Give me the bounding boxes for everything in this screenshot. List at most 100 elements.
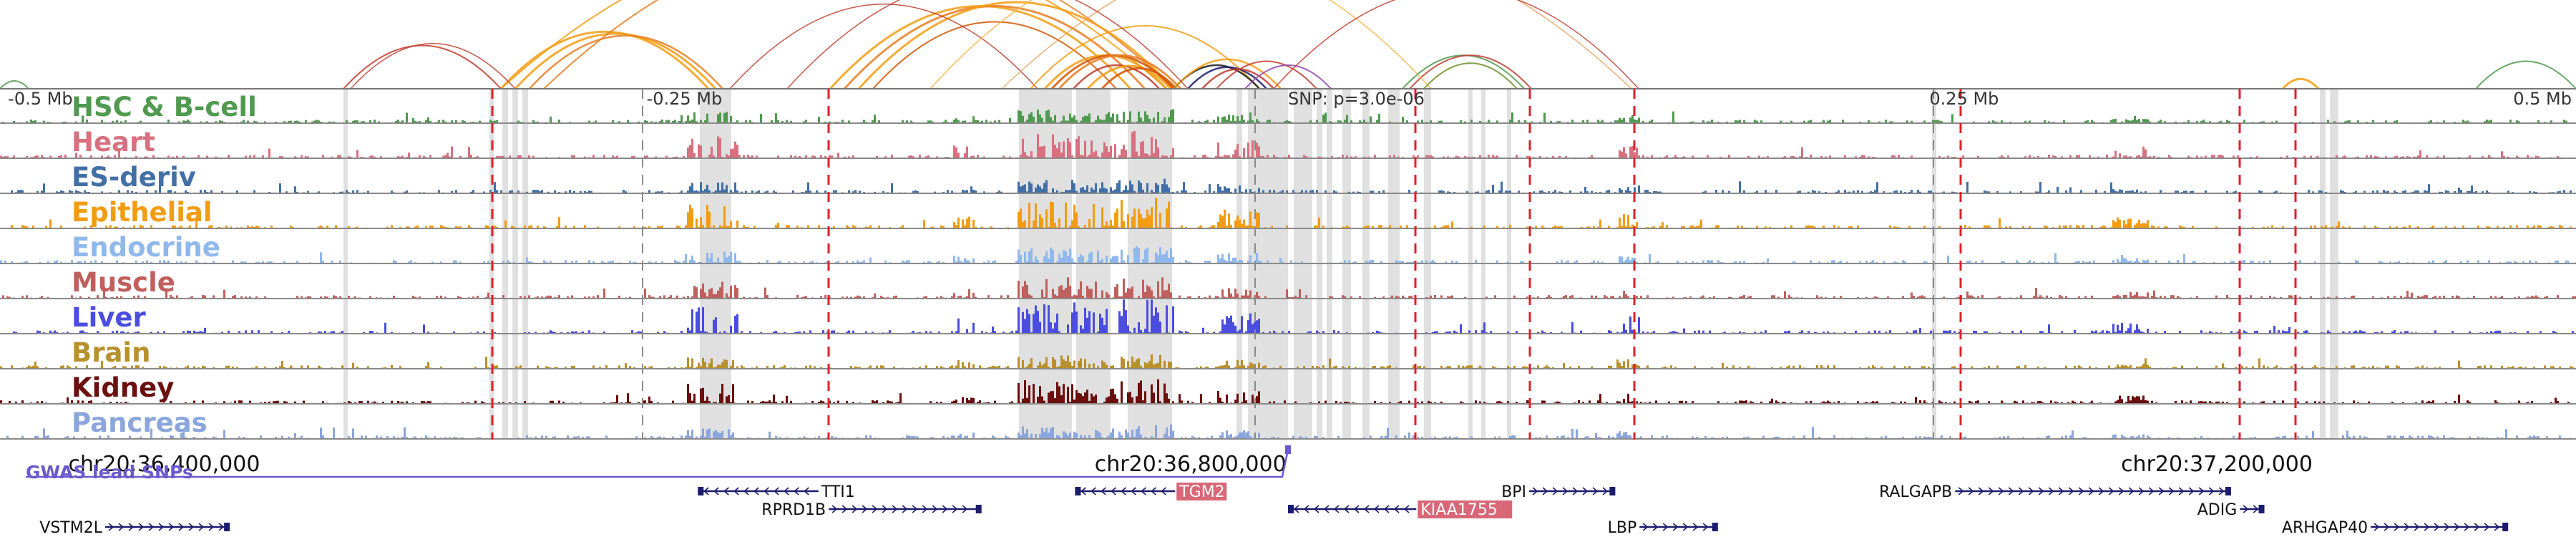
- strand-arrow: [148, 523, 155, 531]
- strand-arrow: [2253, 505, 2259, 513]
- track-label: HSC & B-cell: [72, 92, 257, 122]
- gene: ADIG: [2197, 501, 2265, 519]
- strand-arrow: [1552, 487, 1558, 495]
- strand-arrow: [753, 487, 759, 495]
- signal-track: [0, 354, 2576, 369]
- loop-arc: [1187, 66, 1267, 90]
- strand-arrow: [2008, 487, 2014, 495]
- gene-exon: [224, 523, 230, 531]
- gene-exon: [698, 487, 704, 495]
- signal-track: [0, 424, 2576, 440]
- gwas-track-label: GWAS lead SNPs: [26, 462, 193, 483]
- gene: BPI: [1501, 483, 1616, 501]
- loop-arc: [350, 43, 516, 90]
- track-label: ES-deriv: [72, 162, 196, 193]
- gene-label: TGM2: [1179, 483, 1224, 501]
- strand-arrow: [1692, 523, 1699, 531]
- loop-arc: [1073, 64, 1160, 90]
- strand-arrow: [1353, 505, 1360, 513]
- loop-arc: [343, 44, 502, 90]
- strand-arrow: [1141, 487, 1146, 495]
- gene-label: ADIG: [2197, 501, 2238, 519]
- strand-arrow: [902, 505, 908, 513]
- gene-label: TTI1: [821, 483, 855, 501]
- gene-exon: [1609, 487, 1616, 495]
- strand-arrow: [2373, 523, 2380, 531]
- strand-arrow: [158, 523, 165, 531]
- loop-arc: [1273, 0, 1639, 90]
- strand-arrow: [2384, 523, 2390, 531]
- loop-arc: [499, 30, 710, 90]
- strand-arrow: [922, 505, 928, 513]
- strand-arrow: [1542, 487, 1548, 495]
- loop-arc: [1058, 54, 1182, 90]
- loop-arc: [1173, 58, 1282, 90]
- strand-arrow: [794, 487, 799, 495]
- strand-arrow: [1532, 487, 1538, 495]
- strand-arrow: [703, 487, 709, 495]
- loop-arc: [857, 1, 1175, 90]
- coordinate-tick-label: chr20:36,800,000: [1095, 452, 1287, 477]
- strand-arrow: [2138, 487, 2145, 495]
- position-label: 0.25 Mb: [1929, 89, 1999, 109]
- gene-label: ARHGAP40: [2282, 519, 2368, 537]
- strand-arrow: [1323, 505, 1330, 513]
- gene-label: KIAA1755: [1420, 501, 1498, 519]
- strand-arrow: [1968, 487, 1974, 495]
- track-label: Muscle: [72, 267, 175, 298]
- loop-arc: [1086, 64, 1172, 90]
- strand-arrow: [2038, 487, 2044, 495]
- loop-arc: [1402, 54, 1525, 90]
- strand-arrow: [1958, 487, 1964, 495]
- loop-arc: [729, 4, 1038, 90]
- gwas-connector: [26, 449, 1289, 478]
- gene: TGM2: [1075, 483, 1227, 501]
- position-label: 0.5 Mb: [2513, 89, 2572, 109]
- gene-annotations: TTI1 TGM2 BPI RALGAPB RPRD1B KIAA1755 ADIG VSTM…: [39, 483, 2509, 537]
- strand-arrow: [2424, 523, 2430, 531]
- strand-arrow: [1111, 487, 1116, 495]
- signal-peaks: [0, 277, 2576, 298]
- strand-arrow: [1091, 487, 1096, 495]
- strand-arrow: [2088, 487, 2094, 495]
- loop-arc: [1423, 62, 1518, 90]
- loop-arc: [786, 0, 1189, 90]
- strand-arrow: [2178, 487, 2185, 495]
- loop-arc: [872, 21, 1117, 90]
- strand-arrow: [2188, 487, 2195, 495]
- coordinate-tick-label: chr20:36,400,000: [69, 452, 260, 477]
- loop-arc: [1201, 68, 1274, 90]
- track-label: Epithelial: [72, 197, 213, 228]
- strand-arrow: [872, 505, 878, 513]
- track-label: Heart: [72, 127, 155, 158]
- strand-arrow: [831, 505, 838, 513]
- strand-arrow: [892, 505, 898, 513]
- gene-label: RALGAPB: [1879, 483, 1952, 501]
- strand-arrow: [2434, 523, 2440, 531]
- signal-track: [0, 109, 2576, 124]
- loop-arc: [529, 34, 723, 90]
- strand-arrow: [1151, 487, 1156, 495]
- position-label: SNP: p=3.0e-06: [1288, 89, 1425, 109]
- strand-arrow: [2394, 523, 2400, 531]
- track-labels: HSC & B-cell Heart ES-deriv Epithelial Endoc…: [72, 92, 257, 438]
- strand-arrow: [763, 487, 769, 495]
- strand-arrow: [168, 523, 175, 531]
- strand-arrow: [138, 523, 145, 531]
- loop-arc: [1409, 54, 1532, 90]
- strand-arrow: [2464, 523, 2470, 531]
- strand-arrow: [1303, 505, 1309, 513]
- signal-track: [0, 178, 2576, 194]
- strand-arrow: [1702, 523, 1709, 531]
- loop-arc: [1216, 60, 1317, 90]
- strand-arrow: [2198, 487, 2205, 495]
- strand-arrow: [2474, 523, 2480, 531]
- strand-arrow: [2494, 523, 2500, 531]
- strand-arrow: [1343, 505, 1350, 513]
- strand-arrow: [2148, 487, 2155, 495]
- gene-label: VSTM2L: [39, 519, 102, 537]
- strand-arrow: [1293, 505, 1299, 513]
- strand-arrow: [1662, 523, 1669, 531]
- strand-arrow: [1562, 487, 1568, 495]
- strand-arrow: [774, 487, 779, 495]
